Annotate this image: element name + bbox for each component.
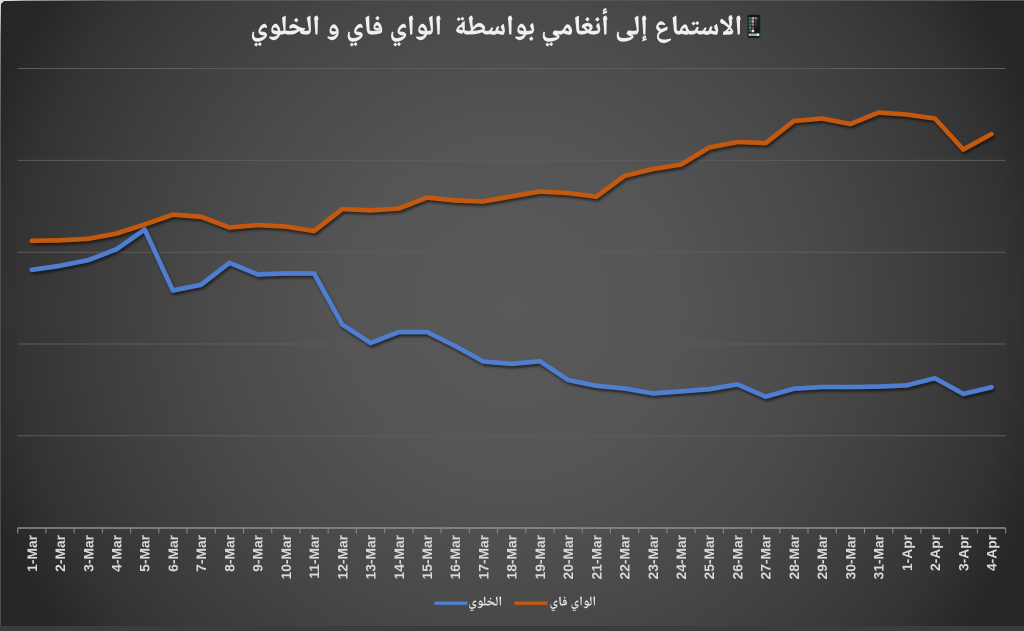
svg-text:11-Mar: 11-Mar <box>307 534 322 578</box>
svg-text:15-Mar: 15-Mar <box>420 534 435 579</box>
svg-text:26-Mar: 26-Mar <box>731 534 746 579</box>
svg-text:28-Mar: 28-Mar <box>787 534 802 579</box>
svg-text:19-Mar: 19-Mar <box>533 534 548 579</box>
svg-text:18-Mar: 18-Mar <box>505 534 520 579</box>
svg-text:23-Mar: 23-Mar <box>646 534 661 579</box>
svg-text:22-Mar: 22-Mar <box>618 534 633 579</box>
svg-text:27-Mar: 27-Mar <box>759 534 774 579</box>
svg-text:14-Mar: 14-Mar <box>392 534 407 579</box>
svg-text:25-Mar: 25-Mar <box>702 534 717 579</box>
svg-text:17-Mar: 17-Mar <box>476 534 491 579</box>
svg-text:4-Apr: 4-Apr <box>985 534 1000 571</box>
svg-text:8-Mar: 8-Mar <box>222 534 237 571</box>
svg-text:1-Apr: 1-Apr <box>900 534 915 571</box>
svg-text:2-Apr: 2-Apr <box>928 534 943 571</box>
svg-text:10-Mar: 10-Mar <box>279 534 294 579</box>
svg-text:3-Apr: 3-Apr <box>956 534 971 571</box>
svg-text:31-Mar: 31-Mar <box>872 534 887 579</box>
svg-text:5-Mar: 5-Mar <box>138 534 153 571</box>
svg-text:12-Mar: 12-Mar <box>335 534 350 579</box>
svg-text:1-Mar: 1-Mar <box>25 534 40 571</box>
svg-text:6-Mar: 6-Mar <box>166 534 181 571</box>
svg-text:21-Mar: 21-Mar <box>589 534 604 579</box>
svg-text:29-Mar: 29-Mar <box>815 534 830 579</box>
svg-text:7-Mar: 7-Mar <box>194 534 209 571</box>
svg-text:2-Mar: 2-Mar <box>53 534 68 571</box>
svg-text:16-Mar: 16-Mar <box>448 534 463 579</box>
svg-text:9-Mar: 9-Mar <box>251 534 266 571</box>
svg-text:4-Mar: 4-Mar <box>110 534 125 571</box>
svg-text:24-Mar: 24-Mar <box>674 534 689 579</box>
svg-text:30-Mar: 30-Mar <box>843 534 858 579</box>
svg-text:3-Mar: 3-Mar <box>81 534 96 571</box>
svg-text:20-Mar: 20-Mar <box>561 534 576 579</box>
svg-text:13-Mar: 13-Mar <box>364 534 379 579</box>
